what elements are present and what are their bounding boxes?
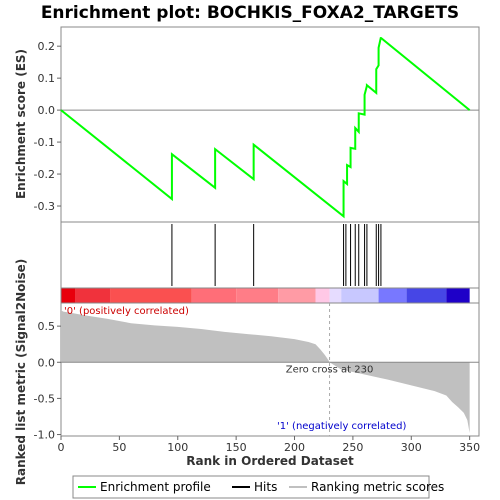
heat-bar-segment xyxy=(341,288,379,303)
x-tick-label: 350 xyxy=(459,441,480,454)
es-y-tick-label: -0.1 xyxy=(34,136,55,149)
es-y-tick-label: -0.3 xyxy=(34,200,55,213)
legend-label-hits: Hits xyxy=(254,480,277,494)
es-y-tick-label: 0.1 xyxy=(38,72,56,85)
es-y-tick-label: -0.2 xyxy=(34,168,55,181)
es-panel-frame xyxy=(60,26,480,223)
heat-bar-segment xyxy=(315,288,330,303)
ranking-heat-bar xyxy=(61,288,470,303)
legend-item-ranking: Ranking metric scores xyxy=(289,480,444,494)
legend-item-enrichment: Enrichment profile xyxy=(78,480,211,494)
heat-bar-segment xyxy=(75,288,111,303)
metric-y-tick-label: 0.0 xyxy=(38,356,56,369)
legend-label-enrichment: Enrichment profile xyxy=(100,480,211,494)
x-tick-label: 250 xyxy=(342,441,363,454)
metric-y-tick-label: -0.5 xyxy=(34,392,55,405)
legend-box xyxy=(72,475,430,499)
x-tick-label: 0 xyxy=(58,441,65,454)
heat-bar-segment xyxy=(378,288,407,303)
heat-bar-segment xyxy=(329,288,342,303)
metric-y-tick-label: 0.5 xyxy=(38,320,56,333)
es-y-ticks: 0.2 0.1 0.0 -0.1 -0.2 -0.3 xyxy=(34,40,61,213)
heat-bar-segment xyxy=(446,288,470,303)
x-tick-label: 150 xyxy=(226,441,247,454)
x-tick-label: 50 xyxy=(112,441,126,454)
heat-bar-segment xyxy=(110,288,192,303)
metric-y-axis-label: Ranked list metric (Signal2Noise) xyxy=(14,259,28,486)
ranking-metric-area xyxy=(61,310,470,434)
heat-bar-segment xyxy=(278,288,316,303)
metric-y-ticks: 0.5 0.0 -0.5 -1.0 xyxy=(34,320,61,442)
x-axis-label: Rank in Ordered Dataset xyxy=(186,454,354,468)
zero-cross-label: Zero cross at 230 xyxy=(286,364,374,375)
legend-label-ranking: Ranking metric scores xyxy=(311,480,444,494)
es-y-tick-label: 0.2 xyxy=(38,40,56,53)
x-tick-label: 300 xyxy=(401,441,422,454)
heat-bar-segment xyxy=(406,288,447,303)
positive-label: '0' (positively correlated) xyxy=(64,306,189,317)
chart-title: Enrichment plot: BOCHKIS_FOXA2_TARGETS xyxy=(41,3,459,23)
enrichment-profile-line xyxy=(60,37,471,219)
heat-bar-segment xyxy=(61,288,76,303)
negative-label: '1' (negatively correlated) xyxy=(277,421,406,432)
metric-y-tick-label: -1.0 xyxy=(34,429,55,442)
heat-bar-segment xyxy=(191,288,237,303)
legend-item-hits: Hits xyxy=(232,480,277,494)
x-axis-ticks: 0 50 100 150 200 250 300 350 xyxy=(58,436,480,454)
es-y-axis-label: Enrichment score (ES) xyxy=(14,49,28,199)
es-y-tick-label: 0.0 xyxy=(38,104,56,117)
heat-bar-segment xyxy=(236,288,279,303)
hits-panel-frame xyxy=(60,221,480,289)
x-tick-label: 200 xyxy=(284,441,305,454)
x-tick-label: 100 xyxy=(167,441,188,454)
hits-group xyxy=(171,224,382,286)
